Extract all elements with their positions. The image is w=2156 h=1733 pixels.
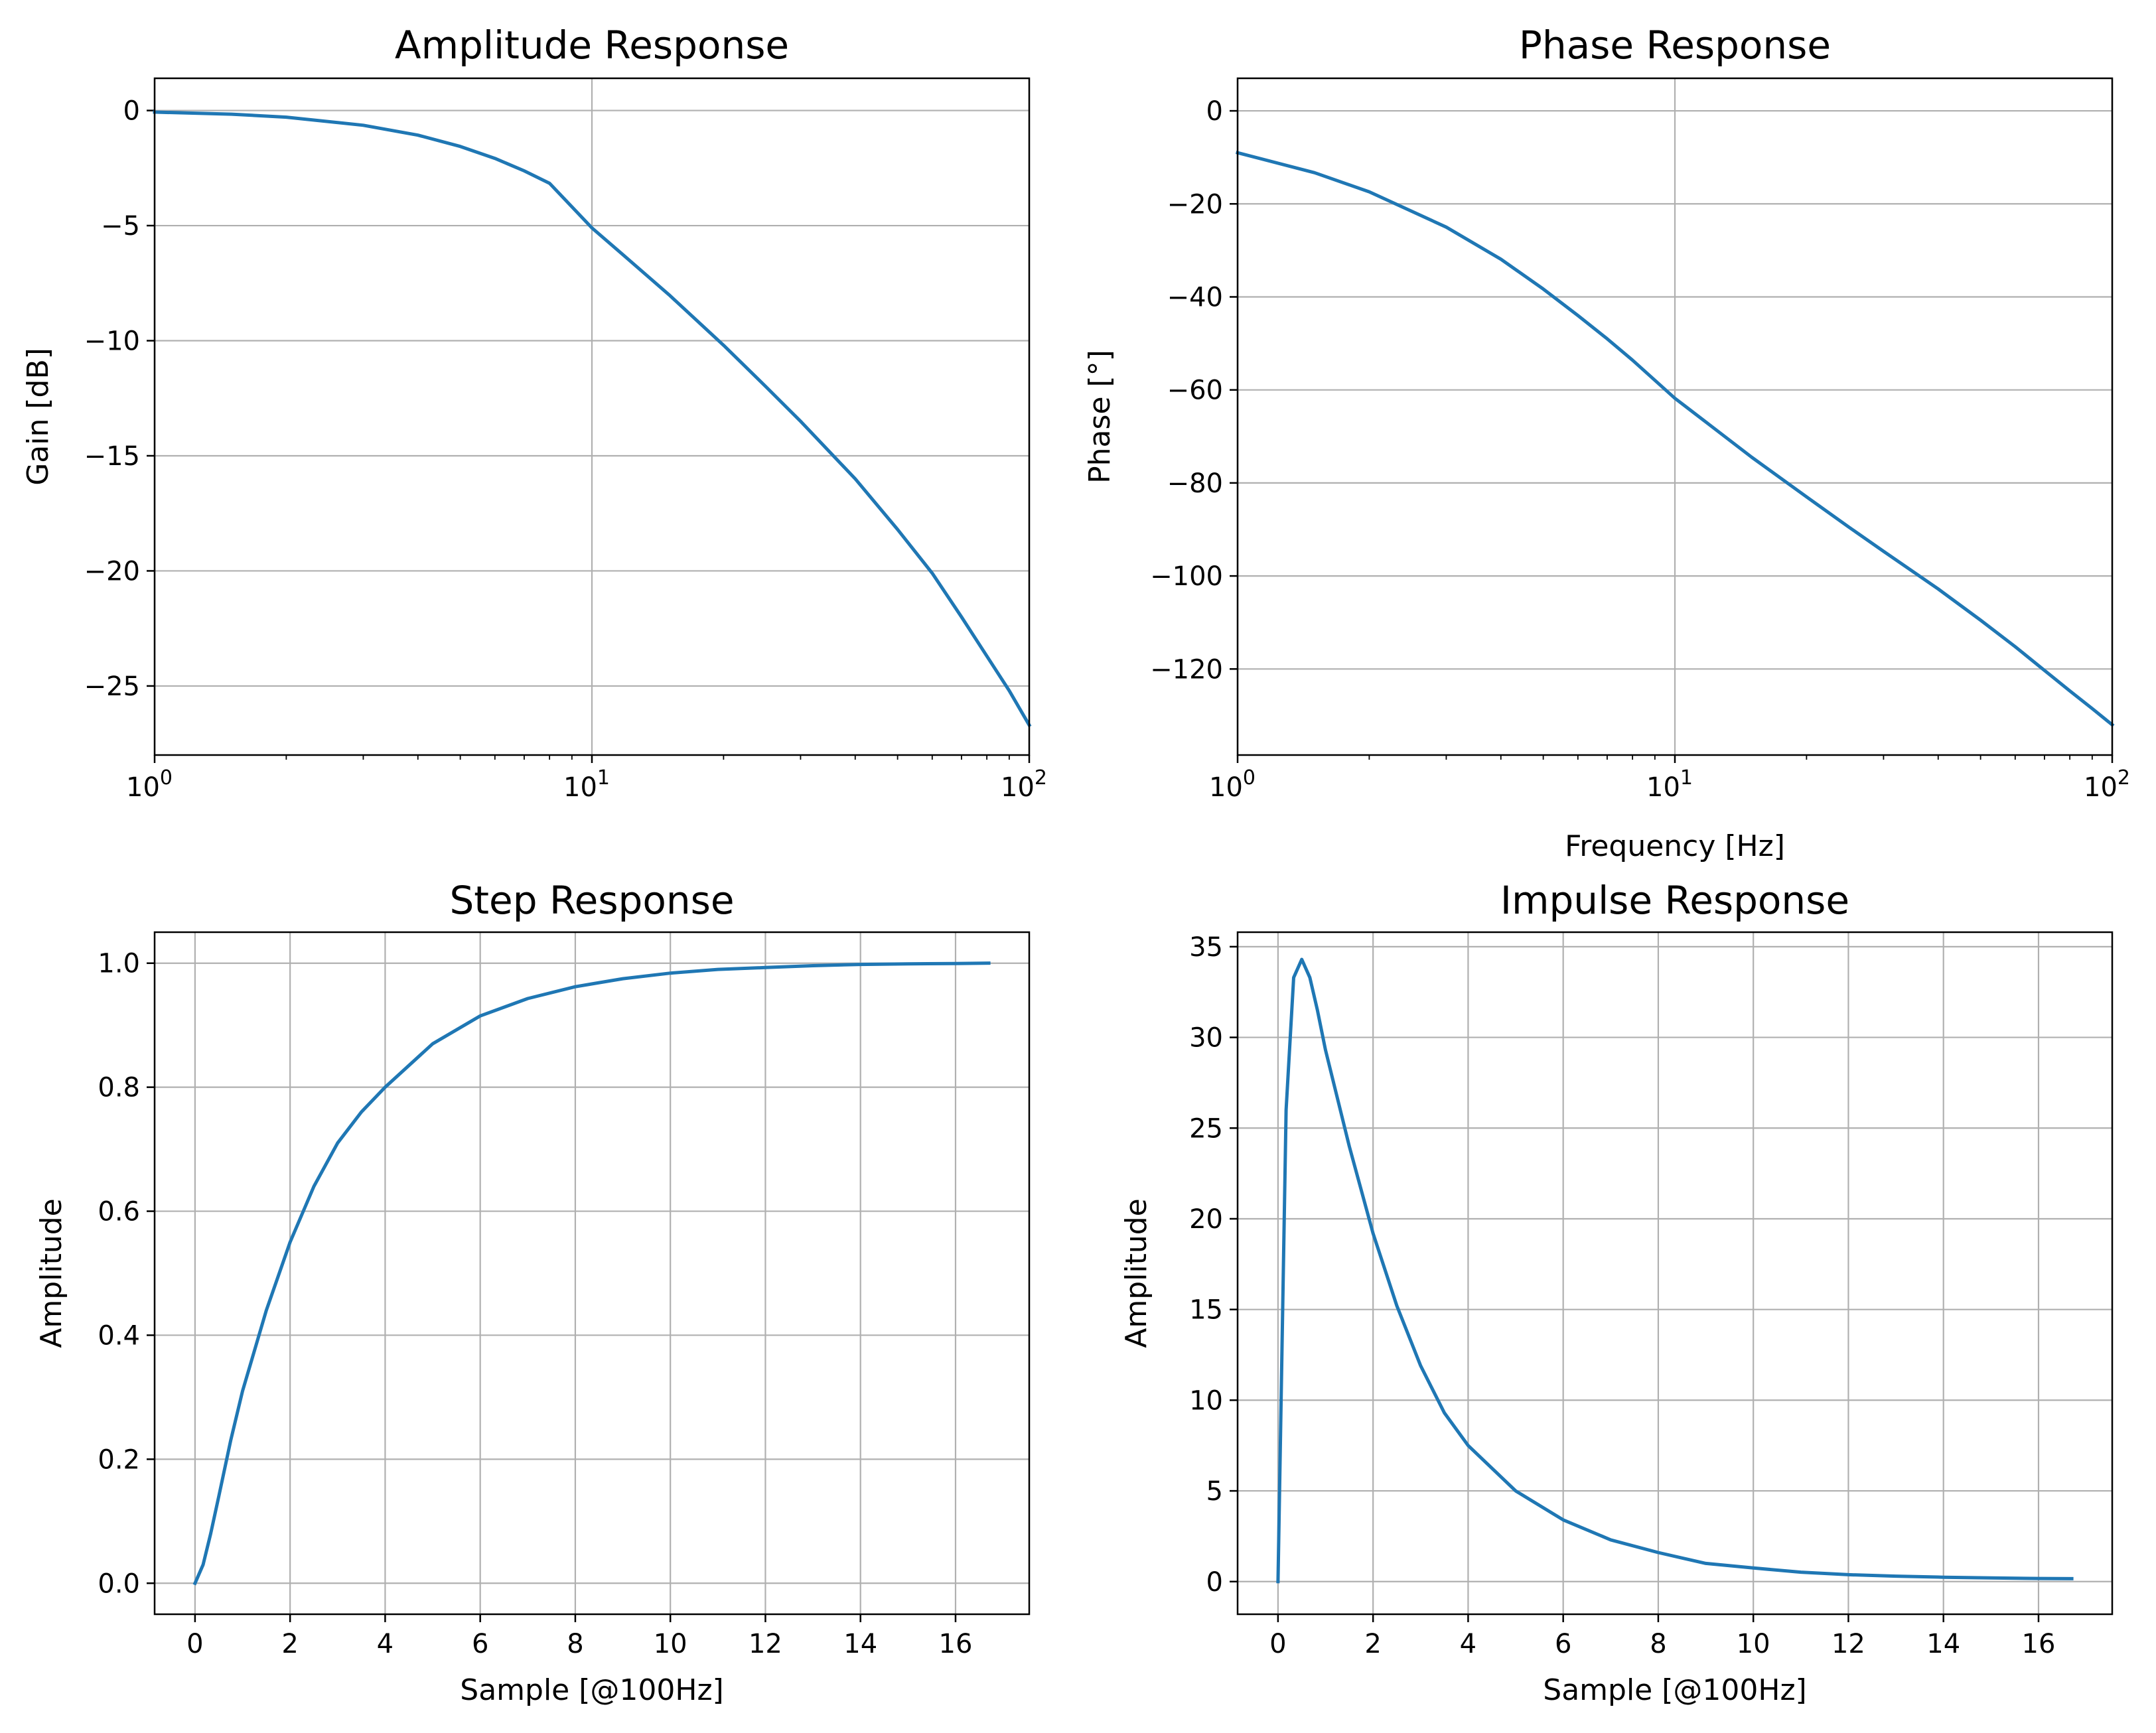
y-tick-label: 25: [1189, 1113, 1223, 1144]
phase-series-line: [1235, 151, 2115, 727]
y-tick-label: 0: [1206, 1567, 1223, 1598]
y-tick-label: 30: [1189, 1023, 1223, 1054]
y-tick-label: 20: [1189, 1204, 1223, 1235]
impulse-chart-title: Impulse Response: [1500, 878, 1849, 923]
amplitude-grid: [153, 78, 1031, 755]
x-tick-label: 2: [1364, 1629, 1381, 1659]
y-tick-label: 0.4: [98, 1320, 140, 1351]
impulse-y-axis-label: Amplitude: [1119, 1198, 1153, 1348]
impulse-series-line: [1276, 957, 2074, 1584]
y-tick-label: −100: [1150, 561, 1223, 592]
y-tick-label: 5: [1206, 1476, 1223, 1507]
y-tick-label: −10: [84, 326, 140, 357]
phase-y-axis-label: Phase [°]: [1083, 350, 1117, 484]
x-tick-label: 2: [281, 1629, 298, 1659]
x-tick-label: 14: [1926, 1629, 1960, 1659]
amplitude-response-panel: 0 −5 −10 −15 −20 −25 100 101 102 Amplitude Respo…: [21, 23, 1047, 803]
x-tick-label: 101: [563, 766, 610, 803]
x-tick-label: 0: [186, 1629, 203, 1659]
step-y-axis-label: Amplitude: [35, 1198, 68, 1348]
x-tick-label: 16: [939, 1629, 973, 1659]
amplitude-ticks: 0 −5 −10 −15 −20 −25 100 101 102: [84, 96, 1047, 803]
impulse-x-axis-label: Sample [@100Hz]: [1543, 1673, 1806, 1707]
y-tick-label: 35: [1189, 932, 1223, 963]
y-tick-label: −20: [84, 556, 140, 587]
x-tick-label: 102: [2084, 766, 2130, 803]
phase-chart-title: Phase Response: [1519, 23, 1831, 68]
x-tick-label: 100: [1209, 766, 1256, 803]
x-tick-label: 6: [1555, 1629, 1571, 1659]
x-tick-label: 102: [1001, 766, 1047, 803]
y-tick-label: −120: [1150, 654, 1223, 685]
x-tick-label: 0: [1269, 1629, 1286, 1659]
step-x-axis-label: Sample [@100Hz]: [460, 1673, 723, 1707]
y-tick-label: 15: [1189, 1295, 1223, 1326]
x-tick-label: 16: [2022, 1629, 2056, 1659]
step-plot-frame: [153, 931, 1031, 1616]
x-tick-label: 12: [749, 1629, 782, 1659]
step-grid: [155, 932, 1029, 1614]
phase-grid: [1236, 78, 2114, 755]
x-tick-label: 6: [472, 1629, 488, 1659]
y-tick-label: 0: [1206, 96, 1223, 127]
x-tick-label: 8: [1650, 1629, 1666, 1659]
x-tick-label: 4: [1460, 1629, 1476, 1659]
amplitude-plot-frame: [153, 77, 1031, 756]
y-tick-label: −40: [1167, 282, 1223, 312]
phase-series: [1235, 151, 2115, 727]
y-tick-label: −20: [1167, 189, 1223, 220]
y-tick-label: −15: [84, 441, 140, 472]
phase-x-axis-label: Frequency [Hz]: [1565, 829, 1785, 863]
y-tick-label: 0.0: [98, 1568, 140, 1599]
step-series-line: [192, 961, 991, 1586]
amplitude-chart-title: Amplitude Response: [395, 23, 789, 68]
y-tick-label: 0.6: [98, 1197, 140, 1227]
y-tick-label: 0: [123, 96, 140, 127]
x-tick-label: 12: [1832, 1629, 1865, 1659]
step-series: [192, 961, 991, 1586]
step-ticks: 0.0 0.2 0.4 0.6 0.8 1.0 0 2 4 6 8 10 12 14 16: [98, 949, 972, 1659]
amplitude-series: [153, 110, 1032, 728]
gain-series-line: [153, 110, 1032, 728]
impulse-series: [1276, 957, 2074, 1584]
x-tick-label: 100: [126, 766, 173, 803]
y-tick-label: −5: [101, 211, 140, 242]
y-tick-label: −25: [84, 671, 140, 702]
phase-ticks: 0 −20 −40 −60 −80 −100 −120 100 101 102: [1150, 96, 2130, 803]
y-tick-label: 0.2: [98, 1444, 140, 1475]
phase-plot-frame: [1236, 77, 2114, 756]
x-tick-label: 101: [1646, 766, 1693, 803]
y-tick-label: 1.0: [98, 949, 140, 979]
phase-response-panel: 0 −20 −40 −60 −80 −100 −120 100 101 102 Phase Res…: [1083, 23, 2130, 863]
impulse-grid: [1238, 932, 2112, 1614]
step-response-panel: 0.0 0.2 0.4 0.6 0.8 1.0 0 2 4 6 8 10 12 14 16 Step Res…: [35, 878, 1031, 1707]
impulse-plot-frame: [1236, 931, 2114, 1616]
step-chart-title: Step Response: [449, 878, 734, 923]
x-tick-label: 8: [567, 1629, 583, 1659]
y-tick-label: −60: [1167, 376, 1223, 406]
x-tick-label: 14: [843, 1629, 877, 1659]
amplitude-y-axis-label: Gain [dB]: [21, 348, 55, 486]
x-tick-label: 10: [1737, 1629, 1770, 1659]
x-tick-label: 10: [654, 1629, 687, 1659]
y-tick-label: −80: [1167, 468, 1223, 499]
x-tick-label: 4: [377, 1629, 394, 1659]
y-tick-label: 0.8: [98, 1073, 140, 1103]
impulse-response-panel: 0 5 10 15 20 25 30 35 0 2 4 6 8 10 12 14 16 Impulse Resp…: [1119, 878, 2114, 1707]
y-tick-label: 10: [1189, 1385, 1223, 1416]
impulse-ticks: 0 5 10 15 20 25 30 35 0 2 4 6 8 10 12 14 16: [1189, 932, 2055, 1659]
